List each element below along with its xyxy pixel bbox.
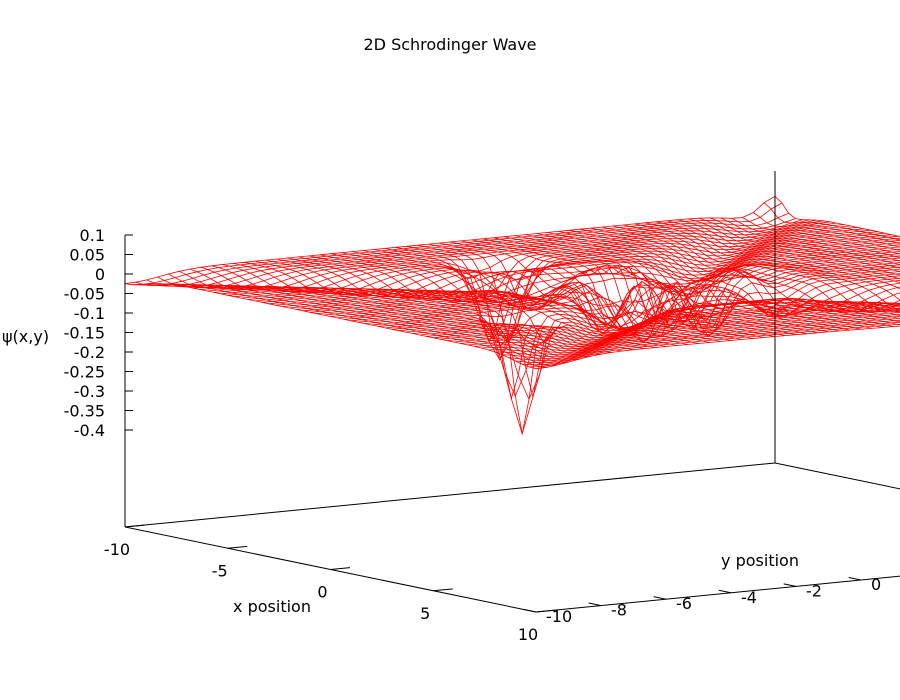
axes xyxy=(124,171,900,613)
mesh-line-y xyxy=(601,226,900,311)
mesh-line-y xyxy=(265,259,677,399)
x-tick-label: 0 xyxy=(317,583,327,602)
mesh-line-y xyxy=(634,223,900,283)
y-tick-label: -10 xyxy=(546,607,572,626)
x-tick-label: -10 xyxy=(104,540,130,559)
z-axis-label: ψ(x,y) xyxy=(2,327,49,346)
mesh-line-y xyxy=(384,248,797,336)
mesh-line-y xyxy=(699,217,900,262)
x-tick-label: 10 xyxy=(518,625,538,644)
base-edge-right xyxy=(535,575,900,613)
mesh-line-y xyxy=(482,238,894,337)
y-tick xyxy=(718,589,732,594)
mesh-line-y xyxy=(298,256,710,343)
mesh-line-y xyxy=(731,217,900,251)
x-tick xyxy=(330,567,351,570)
base-edge-left xyxy=(124,462,776,528)
z-tick-label: 0.05 xyxy=(69,246,105,265)
x-axis-label: x position xyxy=(233,597,311,616)
y-tick xyxy=(653,596,667,600)
mesh-line-y xyxy=(612,225,900,301)
mesh-line-y xyxy=(763,202,900,241)
y-tick xyxy=(588,602,602,607)
mesh-line-y xyxy=(363,250,775,337)
mesh-line-y xyxy=(309,255,721,342)
mesh-line-y xyxy=(168,273,580,362)
mesh-line-y xyxy=(774,196,900,237)
mesh-line-y xyxy=(579,228,900,312)
z-tick-label: 0.1 xyxy=(80,226,105,245)
mesh-line-y xyxy=(222,264,634,352)
y-tick xyxy=(523,608,537,613)
mesh-line-y xyxy=(536,233,900,314)
y-tick xyxy=(848,576,862,581)
mesh-line-y xyxy=(406,245,818,343)
x-tick xyxy=(124,524,145,528)
mesh-line-y xyxy=(330,253,742,340)
mesh-line-y xyxy=(709,217,900,258)
y-tick-label: 0 xyxy=(871,575,881,594)
mesh-line-y xyxy=(417,244,829,361)
mesh-line-y xyxy=(254,260,667,434)
surface-mesh xyxy=(124,195,900,436)
z-tick-label: -0.1 xyxy=(74,304,105,323)
mesh-line-y xyxy=(655,221,900,276)
mesh-line-y xyxy=(146,279,558,366)
mesh-line-y xyxy=(558,231,900,313)
mesh-line-y xyxy=(460,240,872,330)
mesh-line-y xyxy=(677,219,900,269)
mesh-line-y xyxy=(244,261,656,401)
z-tick-label: -0.35 xyxy=(64,402,105,421)
chart-title: 2D Schrodinger Wave xyxy=(363,35,536,54)
x-tick xyxy=(535,609,556,613)
mesh-line-y xyxy=(428,243,840,341)
z-tick-label: -0.4 xyxy=(74,421,105,440)
mesh-line-y xyxy=(319,254,732,341)
mesh-line-y xyxy=(395,246,807,335)
mesh-line-y xyxy=(200,266,612,356)
mesh-line-y xyxy=(590,227,900,312)
mesh-line-y xyxy=(124,283,537,370)
z-tick-label: 0 xyxy=(95,265,105,284)
z-tick-label: -0.15 xyxy=(64,324,105,343)
z-tick-label: -0.3 xyxy=(74,382,105,401)
base-edge-back xyxy=(774,462,900,490)
x-tick-label: -5 xyxy=(212,561,228,580)
z-tick-label: -0.25 xyxy=(64,363,105,382)
y-tick-label: -2 xyxy=(806,581,822,600)
y-tick xyxy=(783,583,797,587)
mesh-line-y xyxy=(742,217,900,248)
x-tick xyxy=(433,588,453,592)
mesh-line-y xyxy=(471,239,883,334)
mesh-line-y xyxy=(449,241,862,330)
mesh-line-y xyxy=(233,263,645,350)
mesh-line-y xyxy=(514,235,900,320)
z-tick-label: -0.2 xyxy=(74,343,105,362)
y-tick-label: -6 xyxy=(676,594,692,613)
mesh-line-y xyxy=(644,222,900,280)
y-tick-label: -8 xyxy=(611,601,627,620)
mesh-line-y xyxy=(623,224,900,290)
mesh-line-y xyxy=(211,265,623,354)
tick-labels: 0.10.050-0.05-0.1-0.15-0.2-0.25-0.3-0.35… xyxy=(64,226,882,644)
x-tick xyxy=(227,545,248,549)
mesh-line-y xyxy=(688,218,900,265)
mesh-line-y xyxy=(753,212,900,244)
x-tick-label: 5 xyxy=(420,604,430,623)
y-axis-label: y position xyxy=(721,551,799,570)
mesh-line-y xyxy=(720,217,900,255)
z-tick-label: -0.05 xyxy=(64,285,105,304)
mesh-line-y xyxy=(341,252,753,339)
mesh-line-y xyxy=(666,220,900,273)
mesh-line-y xyxy=(135,281,547,368)
y-tick-label: -4 xyxy=(741,588,757,607)
mesh-line-y xyxy=(439,242,851,332)
